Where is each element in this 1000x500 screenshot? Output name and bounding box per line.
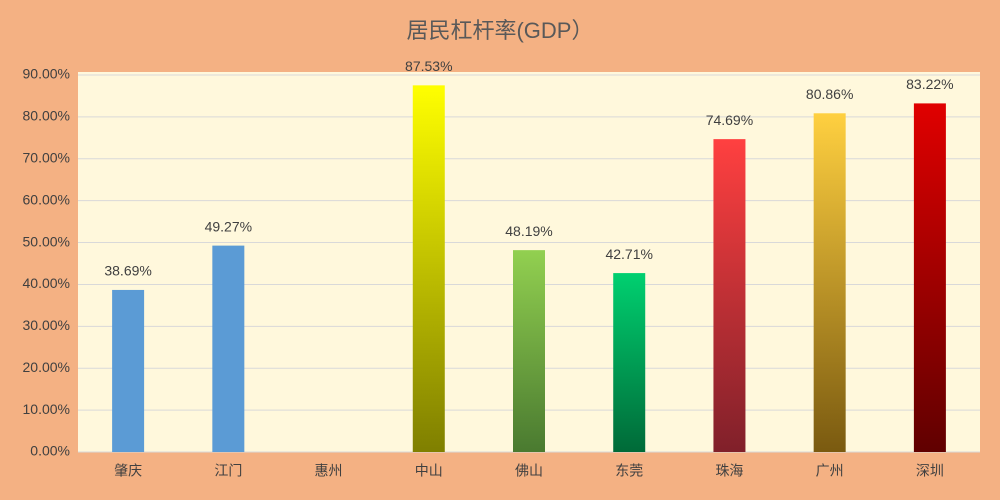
y-tick-label: 0.00% (30, 443, 70, 459)
y-tick-label: 50.00% (23, 233, 70, 249)
x-tick-label: 肇庆 (114, 463, 142, 479)
data-label: 83.22% (906, 76, 953, 92)
bar (412, 85, 445, 452)
x-tick-label: 江门 (214, 463, 242, 479)
bar (212, 245, 245, 452)
data-label: 74.69% (706, 112, 753, 128)
bar (713, 139, 746, 452)
data-label: 42.71% (605, 246, 652, 262)
y-tick-label: 20.00% (23, 359, 70, 375)
data-label: 48.19% (505, 223, 552, 239)
y-tick-label: 10.00% (23, 401, 70, 417)
data-label: 80.86% (806, 86, 853, 102)
bar (813, 113, 846, 453)
x-tick-label: 深圳 (916, 463, 944, 479)
bar (913, 103, 946, 452)
y-tick-label: 90.00% (23, 66, 70, 82)
x-tick-label: 东莞 (615, 463, 643, 479)
bar (112, 289, 145, 452)
y-tick-label: 30.00% (23, 317, 70, 333)
x-tick-label: 佛山 (515, 463, 543, 479)
x-tick-label: 中山 (415, 463, 443, 479)
chart-title: 居民杠杆率(GDP） (406, 18, 593, 43)
y-tick-label: 60.00% (23, 191, 70, 207)
y-tick-label: 80.00% (23, 108, 70, 124)
bar (613, 273, 646, 452)
data-label: 87.53% (405, 58, 452, 74)
y-tick-label: 40.00% (23, 275, 70, 291)
bar (513, 250, 545, 452)
x-tick-label: 惠州 (315, 463, 343, 479)
x-tick-label: 珠海 (715, 463, 743, 479)
data-label: 49.27% (205, 218, 252, 234)
x-tick-label: 广州 (816, 463, 844, 479)
y-tick-label: 70.00% (23, 149, 70, 165)
data-label: 38.69% (104, 263, 151, 279)
